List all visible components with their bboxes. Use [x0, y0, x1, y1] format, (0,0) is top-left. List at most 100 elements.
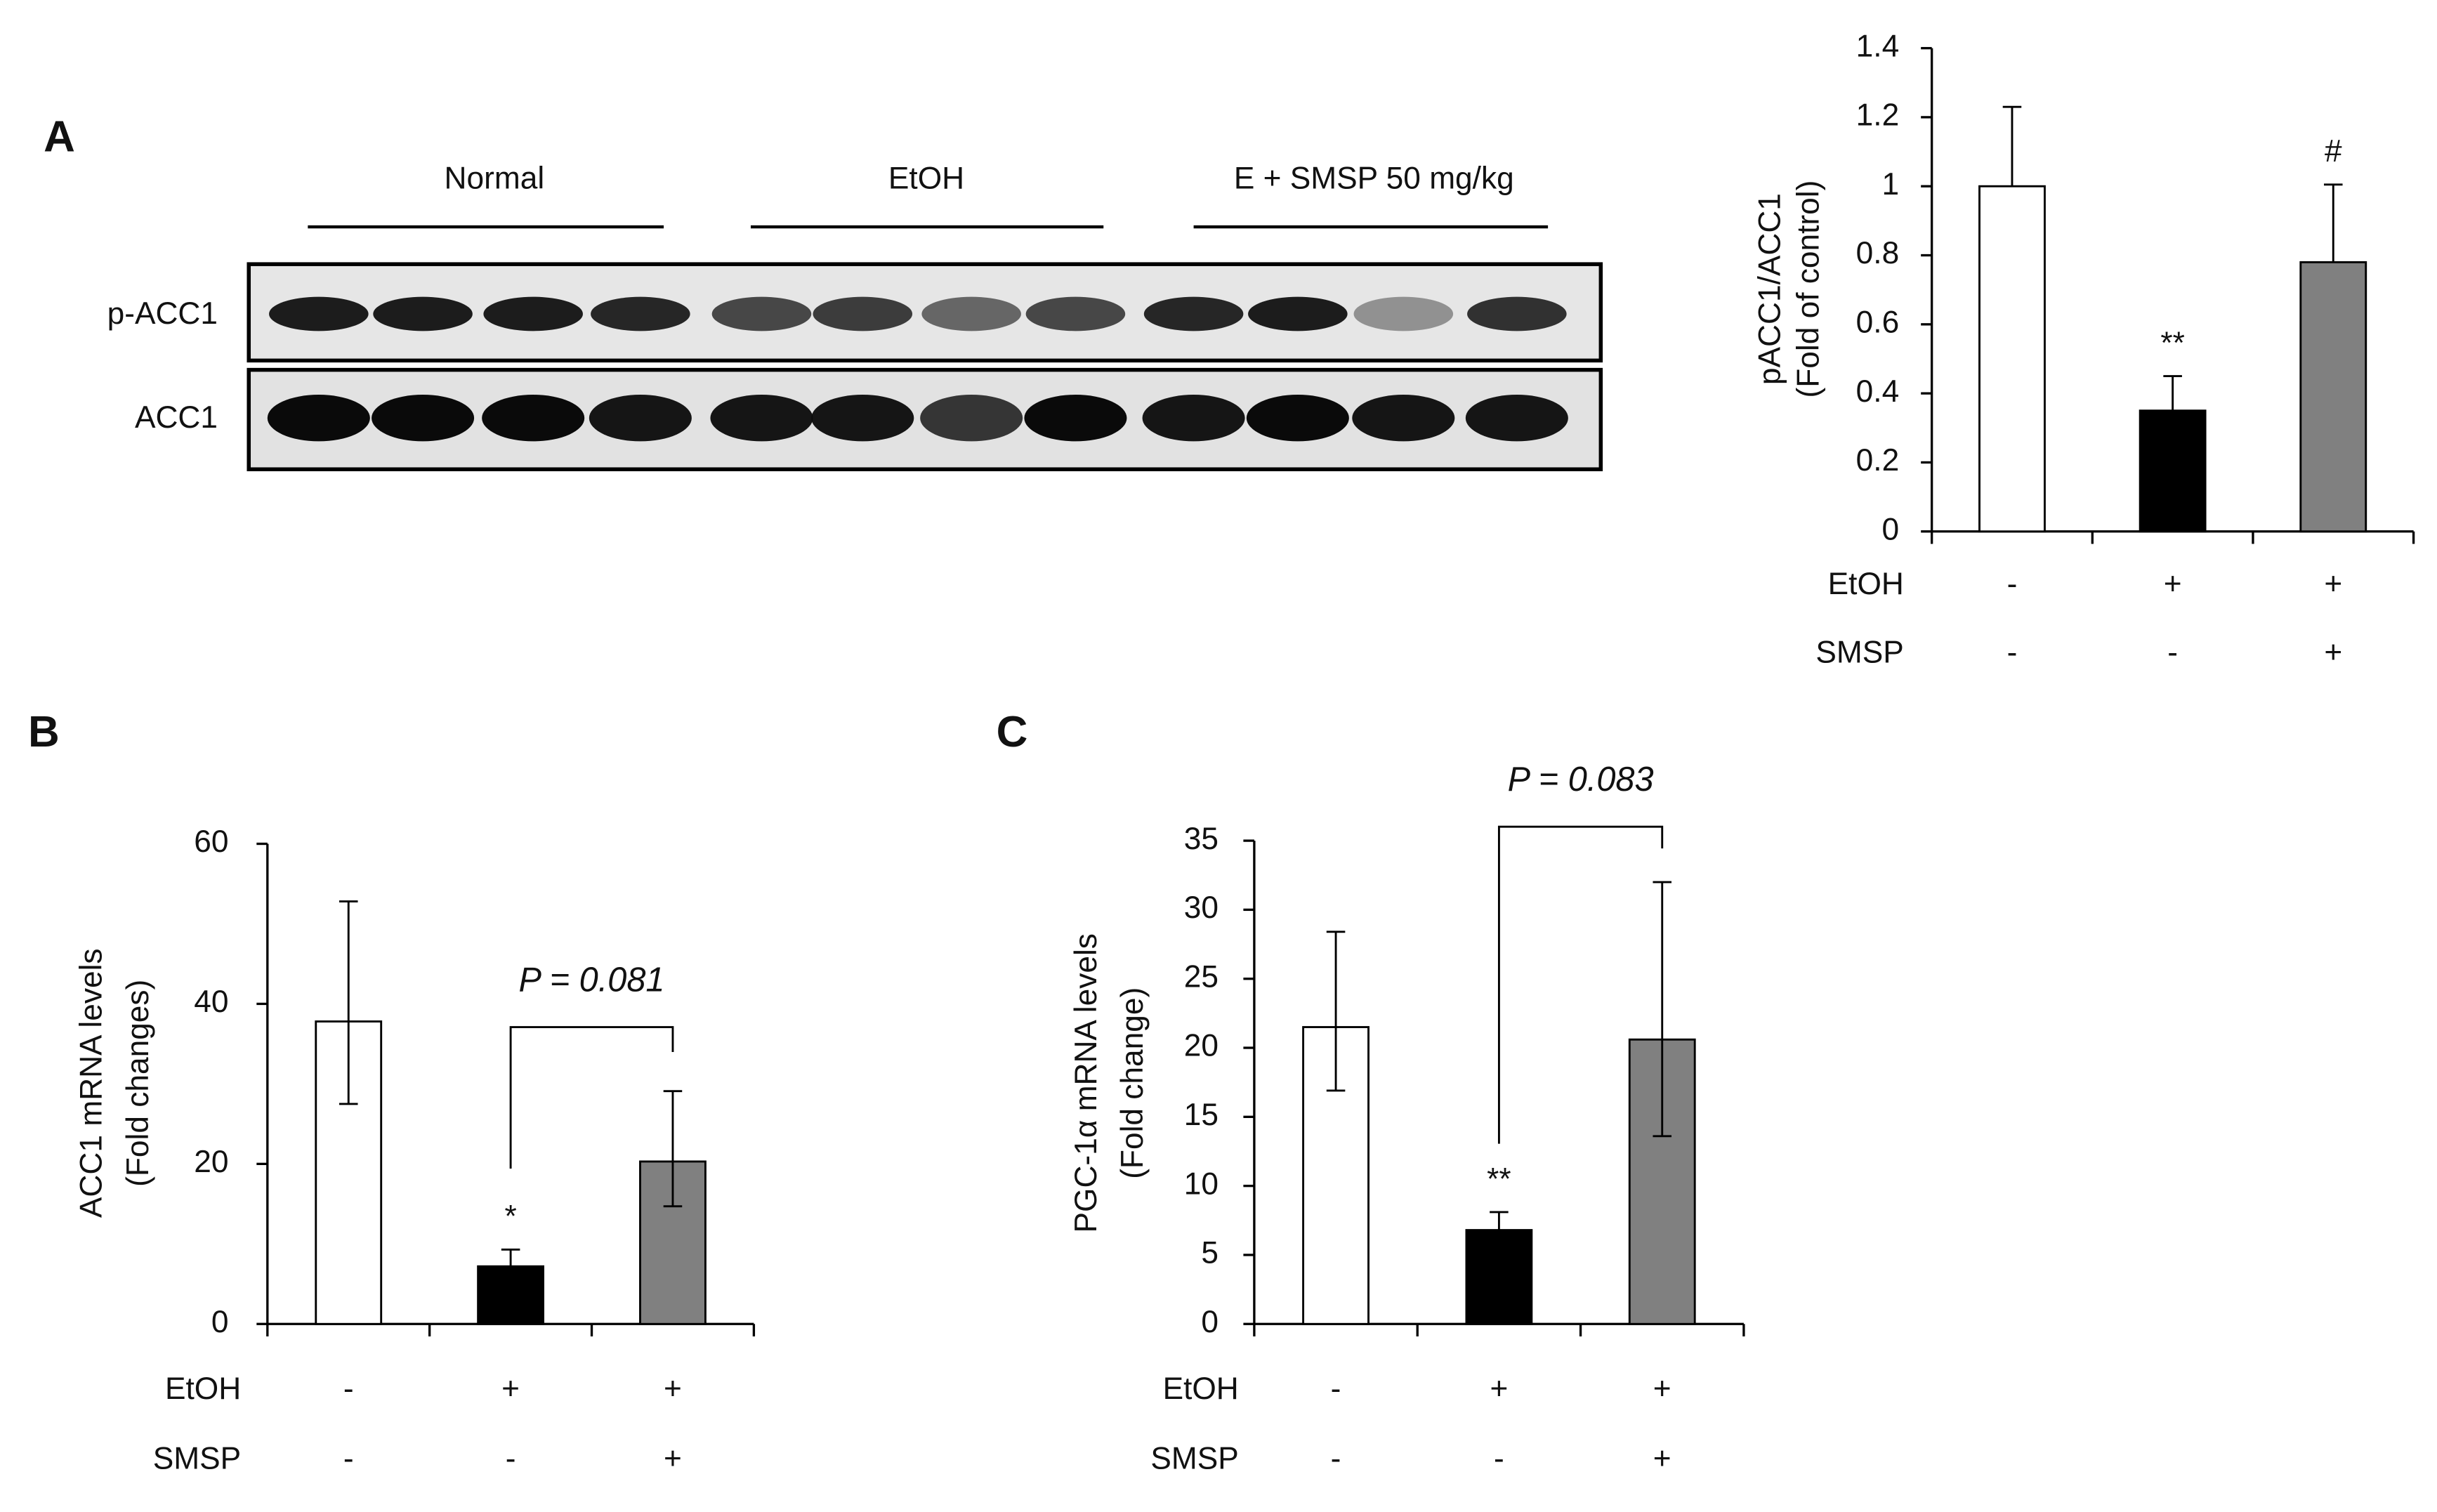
error-bar: [663, 1090, 683, 1208]
p-value: P = 0.083: [1508, 761, 1654, 798]
band: [589, 395, 692, 442]
bracket: [509, 1026, 674, 1169]
treatment-label: SMSP: [153, 1442, 241, 1476]
treatment-sign: +: [1490, 1372, 1508, 1406]
significance: **: [1487, 1162, 1511, 1196]
y-tick-label: 0: [1201, 1305, 1218, 1339]
p-value: P = 0.081: [519, 961, 665, 999]
treatment-label: EtOH: [1828, 567, 1904, 601]
y-tick-label: 0.2: [1856, 443, 1900, 478]
y-tick-label: 5: [1201, 1236, 1218, 1270]
y-tick-label: 0.8: [1856, 236, 1900, 270]
band: [1142, 395, 1245, 442]
band: [921, 296, 1021, 331]
y-tick-label: 0.6: [1856, 305, 1900, 340]
band: [1352, 395, 1455, 442]
bar: [2139, 409, 2207, 533]
y-tick-label: 1: [1882, 167, 1900, 202]
treatment-sign: +: [1653, 1442, 1671, 1476]
band: [1467, 296, 1567, 331]
bar: [1978, 185, 2046, 533]
error-bar: [2323, 183, 2343, 263]
treatment-label: EtOH: [1163, 1372, 1239, 1406]
error-bar: [339, 900, 358, 1105]
error-bar: [2163, 375, 2182, 411]
band: [1465, 395, 1568, 442]
y-tick-label: 1.2: [1856, 98, 1900, 133]
band: [372, 395, 475, 442]
treatment-sign: +: [2324, 567, 2342, 601]
treatment-sign: +: [2324, 635, 2342, 669]
treatment-sign: +: [664, 1442, 682, 1476]
band: [269, 296, 369, 331]
treatment-label: SMSP: [1150, 1442, 1238, 1476]
treatment-sign: -: [506, 1442, 516, 1476]
y-tick-label: 30: [1184, 890, 1218, 925]
band: [1248, 296, 1348, 331]
y-tick-label: 10: [1184, 1166, 1218, 1201]
error-bar: [1490, 1211, 1509, 1249]
y-tick-label: 20: [1184, 1029, 1218, 1063]
treatment-sign: -: [2167, 635, 2178, 669]
significance: #: [2325, 134, 2342, 169]
panel-letter: C: [997, 708, 1028, 756]
error-bar: [1326, 931, 1346, 1092]
treatment-sign: +: [664, 1372, 682, 1406]
treatment-sign: -: [1331, 1442, 1341, 1476]
band: [1025, 296, 1126, 331]
blot: [247, 262, 1603, 472]
y-tick-label: 0: [1882, 512, 1900, 546]
panel-letter: B: [28, 708, 60, 756]
band: [1143, 296, 1244, 331]
y-axis-label: (Fold changes): [121, 980, 155, 1187]
band: [591, 296, 690, 331]
significance: *: [504, 1199, 516, 1234]
band: [920, 395, 1023, 442]
treatment-sign: -: [343, 1372, 354, 1406]
band: [1246, 395, 1349, 442]
y-tick-label: 60: [194, 824, 228, 859]
error-bar: [2002, 105, 2022, 187]
y-tick-label: 35: [1184, 822, 1218, 856]
blot-row-label: p-ACC1: [107, 296, 218, 331]
bar: [2299, 261, 2367, 533]
band: [1353, 296, 1454, 331]
band: [811, 395, 914, 442]
band: [482, 395, 585, 442]
y-axis-label: PGC-1α mRNA levels: [1069, 933, 1103, 1232]
y-axis-label: pACC1/ACC1: [1752, 193, 1787, 385]
significance: **: [2160, 326, 2184, 360]
error-bar: [1653, 881, 1672, 1138]
y-axis-label: (Fold of control): [1792, 180, 1826, 398]
treatment-label: EtOH: [165, 1372, 241, 1406]
y-tick-label: 1.4: [1856, 29, 1900, 63]
treatment-sign: -: [343, 1442, 354, 1476]
y-tick-label: 40: [194, 985, 228, 1019]
band: [267, 395, 370, 442]
band: [373, 296, 473, 331]
y-tick-label: 0: [211, 1305, 229, 1339]
error-bar: [501, 1248, 520, 1284]
panel-letter: A: [44, 113, 75, 162]
group-label: E + SMSP 50 mg/kg: [1234, 161, 1514, 195]
treatment-sign: +: [501, 1372, 520, 1406]
y-tick-label: 15: [1184, 1098, 1218, 1132]
y-tick-label: 25: [1184, 959, 1218, 994]
band: [813, 296, 913, 331]
bar: [477, 1265, 545, 1325]
y-tick-label: 0.4: [1856, 374, 1900, 409]
treatment-sign: -: [1331, 1372, 1341, 1406]
group-label: EtOH: [888, 161, 964, 195]
bracket: [1497, 825, 1664, 1144]
treatment-sign: +: [1653, 1372, 1671, 1406]
band: [1024, 395, 1127, 442]
band: [710, 395, 813, 442]
treatment-sign: -: [1494, 1442, 1504, 1476]
y-tick-label: 20: [194, 1145, 228, 1179]
group-label: Normal: [445, 161, 545, 195]
blot-row-label: ACC1: [135, 400, 218, 435]
band: [483, 296, 583, 331]
treatment-sign: +: [2164, 567, 2182, 601]
